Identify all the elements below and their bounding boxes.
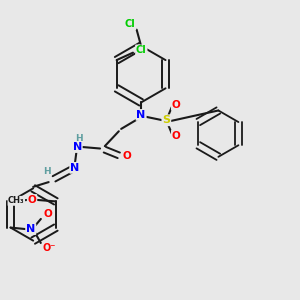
- Text: O⁻: O⁻: [43, 243, 56, 254]
- Text: Cl: Cl: [125, 19, 136, 29]
- Text: O: O: [123, 151, 131, 161]
- Text: H: H: [75, 134, 82, 143]
- Text: N: N: [26, 224, 35, 234]
- Text: CH₃: CH₃: [8, 196, 25, 205]
- Text: N: N: [73, 142, 82, 152]
- Text: N: N: [70, 163, 80, 173]
- Text: S: S: [162, 115, 170, 125]
- Text: O: O: [28, 195, 36, 205]
- Text: N: N: [136, 110, 146, 120]
- Text: O: O: [172, 131, 181, 141]
- Text: H: H: [43, 167, 51, 176]
- Text: O: O: [43, 208, 52, 219]
- Text: Cl: Cl: [136, 45, 147, 55]
- Text: O: O: [172, 100, 181, 110]
